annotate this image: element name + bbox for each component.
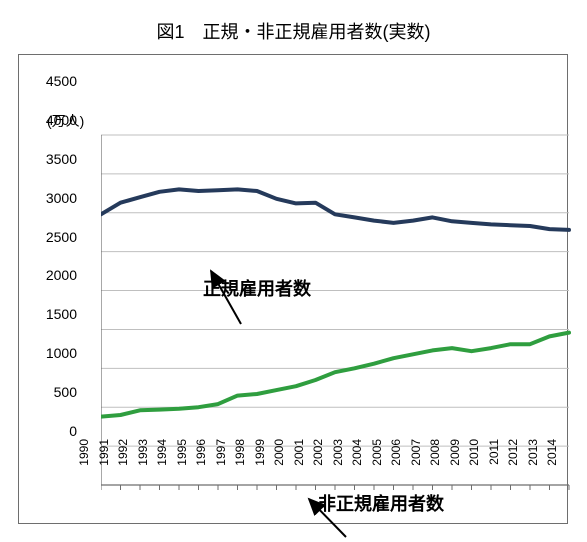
x-tick-label: 2008 [428, 439, 442, 466]
x-tick-label: 1994 [155, 439, 169, 466]
x-tick-label: 1996 [194, 439, 208, 466]
x-tick-label: 1995 [175, 439, 189, 466]
y-tick-label: 4500 [27, 73, 77, 89]
x-tick-label: 2007 [409, 439, 423, 466]
x-tick-label: 2003 [331, 439, 345, 466]
x-tick-label: 1992 [116, 439, 130, 466]
x-tick-label: 1991 [97, 439, 111, 466]
x-tick-label: 1993 [136, 439, 150, 466]
x-tick-label: 2004 [350, 439, 364, 466]
y-tick-label: 4000 [27, 112, 77, 128]
x-tick-label: 1998 [233, 439, 247, 466]
annotation-label: 非正規雇用者数 [318, 490, 444, 516]
x-tick-label: 2002 [311, 439, 325, 466]
y-tick-label: 500 [27, 384, 77, 400]
series-line [101, 333, 569, 417]
x-tick-label: 2006 [389, 439, 403, 466]
y-tick-label: 3000 [27, 190, 77, 206]
x-tick-label: 1990 [77, 439, 91, 466]
x-tick-label: 2010 [467, 439, 481, 466]
y-tick-label: 1500 [27, 306, 77, 322]
series-line [101, 189, 569, 230]
x-tick-label: 1999 [253, 439, 267, 466]
x-tick-label: 2001 [292, 439, 306, 466]
y-tick-label: 1000 [27, 345, 77, 361]
figure-container: 図1 正規・非正規雇用者数(実数) (万人) 05001000150020002… [0, 0, 587, 542]
x-tick-label: 2012 [506, 439, 520, 466]
annotation-label: 正規雇用者数 [203, 275, 311, 301]
y-tick-label: 2500 [27, 229, 77, 245]
x-tick-label: 2014 [545, 439, 559, 466]
x-tick-label: 2013 [526, 439, 540, 466]
x-tick-label: 2009 [448, 439, 462, 466]
x-tick-label: 2011 [487, 439, 501, 465]
chart-panel: (万人) 05001000150020002500300035004000450… [18, 54, 568, 524]
x-tick-label: 2000 [272, 439, 286, 466]
chart-plot [101, 129, 579, 541]
x-tick-label: 1997 [214, 439, 228, 466]
x-tick-label: 2005 [370, 439, 384, 466]
y-tick-label: 0 [27, 423, 77, 439]
y-tick-label: 2000 [27, 267, 77, 283]
y-tick-label: 3500 [27, 151, 77, 167]
chart-title: 図1 正規・非正規雇用者数(実数) [0, 18, 587, 44]
